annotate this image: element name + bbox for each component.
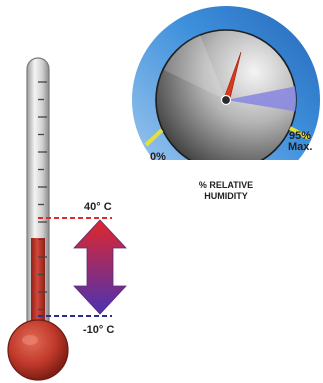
thermometer-scale-ticks — [38, 81, 47, 311]
thermometer-mercury-column — [31, 238, 45, 338]
gauge-caption-line1: % RELATIVE — [199, 180, 253, 190]
thermometer-bulb — [7, 319, 69, 381]
thermometer — [7, 57, 69, 381]
high-temperature-label: 40° C — [84, 201, 112, 213]
gauge-max-label: 95% — [289, 130, 311, 142]
humidity-gauge — [132, 6, 320, 160]
low-temperature-label: -10° C — [83, 324, 114, 336]
gauge-max-suffix: Max. — [288, 141, 312, 153]
gauge-scale-band — [226, 86, 297, 112]
gauge-caption-line2: HUMIDITY — [204, 191, 248, 201]
range-arrow-icon — [73, 219, 127, 315]
gauge-max-marker — [289, 126, 310, 140]
gauge-needle-hub — [220, 94, 232, 106]
gauge-min-marker — [144, 128, 164, 147]
gauge-min-label: 0% — [150, 151, 166, 163]
